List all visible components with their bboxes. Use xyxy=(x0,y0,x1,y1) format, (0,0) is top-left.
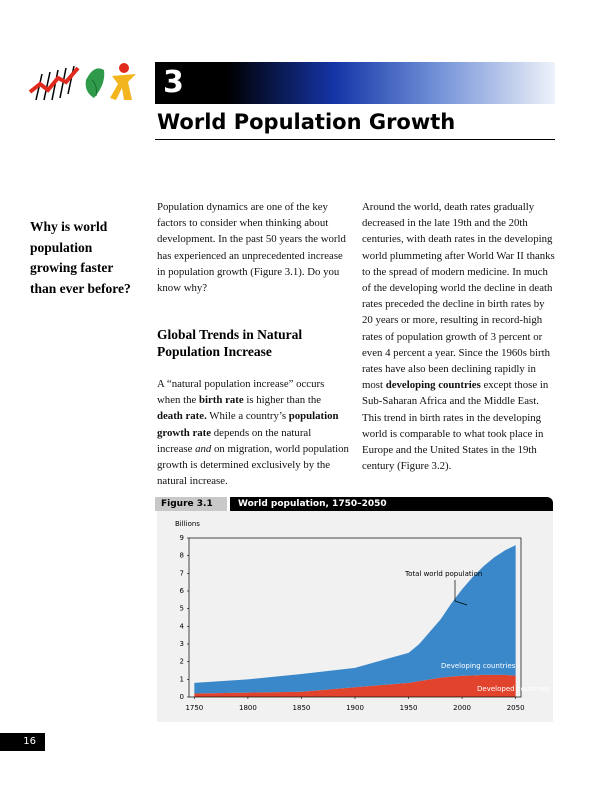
text-run: Around the world, death rates gradually … xyxy=(362,201,555,392)
series-label: Developing countries xyxy=(441,662,516,670)
text-run: depends on the natural increase xyxy=(157,426,312,455)
y-tick-label: 1 xyxy=(180,675,184,683)
y-tick-label: 2 xyxy=(180,658,184,666)
x-tick-label: 1750 xyxy=(185,704,203,712)
text-run: developing countries xyxy=(385,379,481,392)
sidebar-question: Why is world population growing faster t… xyxy=(30,219,131,296)
y-tick-label: 9 xyxy=(180,534,184,542)
x-tick-label: 1800 xyxy=(239,704,257,712)
y-tick-label: 4 xyxy=(180,622,185,630)
area xyxy=(194,674,516,697)
text-run: and xyxy=(195,442,212,455)
area xyxy=(194,545,516,694)
text-run: on migration, world population growth is… xyxy=(157,442,349,488)
figure-label: Figure 3.1 xyxy=(155,497,227,511)
text-run: except those in Sub-Saharan Africa and t… xyxy=(362,379,549,473)
x-tick-label: 1950 xyxy=(400,704,418,712)
paragraph: Around the world, death rates gradually … xyxy=(362,199,557,474)
text-run: Population dynamics are one of the key f… xyxy=(157,201,346,295)
x-tick-label: 2050 xyxy=(507,704,525,712)
paragraph: A “natural population increase” occurs w… xyxy=(157,376,349,489)
text-run: A “natural population increase” occurs w… xyxy=(157,378,325,407)
chapter-banner xyxy=(155,62,555,104)
x-tick-label: 1850 xyxy=(293,704,311,712)
y-axis-label: Billions xyxy=(175,520,200,528)
title-rule xyxy=(155,139,555,140)
annotation: Total world population xyxy=(404,570,482,578)
y-tick-label: 0 xyxy=(180,693,184,701)
text-run: While a country’s xyxy=(206,410,289,423)
paragraph: Population dynamics are one of the key f… xyxy=(157,199,349,296)
y-tick-label: 8 xyxy=(180,552,184,560)
text-run: death rate. xyxy=(157,410,207,423)
figure-title: World population, 1750–2050 xyxy=(230,497,553,511)
chapter-title: World Population Growth xyxy=(157,110,456,134)
y-tick-label: 6 xyxy=(180,587,185,595)
text-run: population growth rate xyxy=(157,410,339,439)
y-tick-label: 7 xyxy=(180,569,184,577)
chart: Billions 0 1 2 3 4 5 6 7 8 9 1750 1800 1850 1900 1950 2… xyxy=(157,511,553,722)
x-tick-label: 2000 xyxy=(453,704,471,712)
y-tick-label: 5 xyxy=(180,605,184,613)
logo-icons xyxy=(28,63,136,101)
page-number: 16 xyxy=(0,733,45,751)
annotation-leader xyxy=(454,580,468,606)
series-label: Developed countries xyxy=(477,685,550,693)
y-tick-label: 3 xyxy=(180,640,184,648)
text-run: birth rate xyxy=(198,394,244,407)
x-tick-label: 1900 xyxy=(346,704,364,712)
chapter-number: 3 xyxy=(163,65,184,100)
text-run: is higher than the xyxy=(243,394,322,407)
section-heading: Global Trends in Natural Population Incr… xyxy=(157,327,303,359)
